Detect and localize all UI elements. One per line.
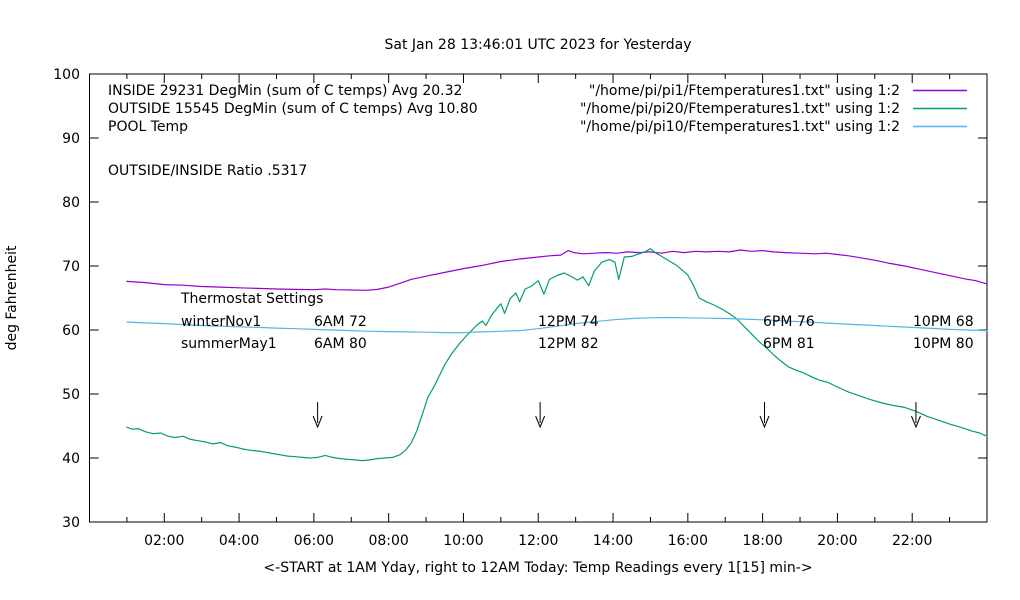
thermostat-summer-label: summerMay1 [181,336,277,352]
series-line-pool [126,316,988,334]
down-arrow-head [312,415,323,429]
thermostat-time-arrows [312,402,921,429]
thermostat-summer-6pm: 6PM 81 [763,336,815,352]
thermostat-summer-12pm: 12PM 82 [538,336,599,352]
down-arrow-head [535,415,546,429]
y-tick-label: 30 [62,515,80,531]
x-tick-label: 10:00 [443,533,483,549]
x-tick-label: 18:00 [742,533,782,549]
thermostat-title: Thermostat Settings [180,291,323,307]
x-tick-label: 08:00 [368,533,408,549]
legend: INSIDE 29231 DegMin (sum of C temps) Avg… [108,83,967,135]
legend-file-pool: "/home/pi/pi10/Ftemperatures1.txt" using… [580,119,900,135]
x-tick-label: 20:00 [817,533,857,549]
y-tick-label: 40 [62,451,80,467]
data-curves [126,248,988,462]
x-tick-label: 14:00 [593,533,633,549]
x-tick-label: 12:00 [518,533,558,549]
y-tick-label: 50 [62,387,80,403]
legend-label-pool: POOL Temp [108,119,188,135]
x-tick-label: 06:00 [294,533,334,549]
down-arrow-head [910,415,921,429]
thermostat-summer-10pm: 10PM 80 [913,336,974,352]
thermostat-winter-10pm: 10PM 68 [913,314,974,330]
series-line-outside [126,248,988,462]
thermostat-winter-6pm: 6PM 76 [763,314,815,330]
x-axis-label: <-START at 1AM Yday, right to 12AM Today… [263,560,812,576]
axis-tick-labels: 02:00 04:00 06:00 08:00 10:00 12:00 14:00 16:00… [53,67,932,549]
legend-label-inside: INSIDE 29231 DegMin (sum of C temps) Avg… [108,83,462,99]
x-tick-label: 04:00 [219,533,259,549]
thermostat-summer-6am: 6AM 80 [314,336,367,352]
series-line-inside [126,249,988,291]
legend-label-outside: OUTSIDE 15545 DegMin (sum of C temps) Av… [108,101,478,117]
legend-file-outside: "/home/pi/pi20/Ftemperatures1.txt" using… [580,101,900,117]
y-tick-label: 100 [53,67,80,83]
y-tick-label: 70 [62,259,80,275]
legend-file-inside: "/home/pi/pi1/Ftemperatures1.txt" using … [589,83,900,99]
down-arrow-head [759,415,770,429]
thermostat-winter-label: winterNov1 [181,314,261,330]
thermostat-winter-12pm: 12PM 74 [538,314,599,330]
x-tick-label: 16:00 [668,533,708,549]
thermostat-settings: Thermostat Settings winterNov1 6AM 72 12… [180,291,974,352]
y-tick-label: 80 [62,195,80,211]
y-tick-label: 60 [62,323,80,339]
chart-title: Sat Jan 28 13:46:01 UTC 2023 for Yesterd… [385,37,692,53]
thermostat-winter-6am: 6AM 72 [314,314,367,330]
axis-ticks [89,73,987,523]
x-tick-label: 22:00 [892,533,932,549]
y-tick-label: 90 [62,131,80,147]
x-tick-label: 02:00 [144,533,184,549]
outside-inside-ratio: OUTSIDE/INSIDE Ratio .5317 [108,163,307,179]
y-axis-label: deg Fahrenheit [4,245,20,350]
